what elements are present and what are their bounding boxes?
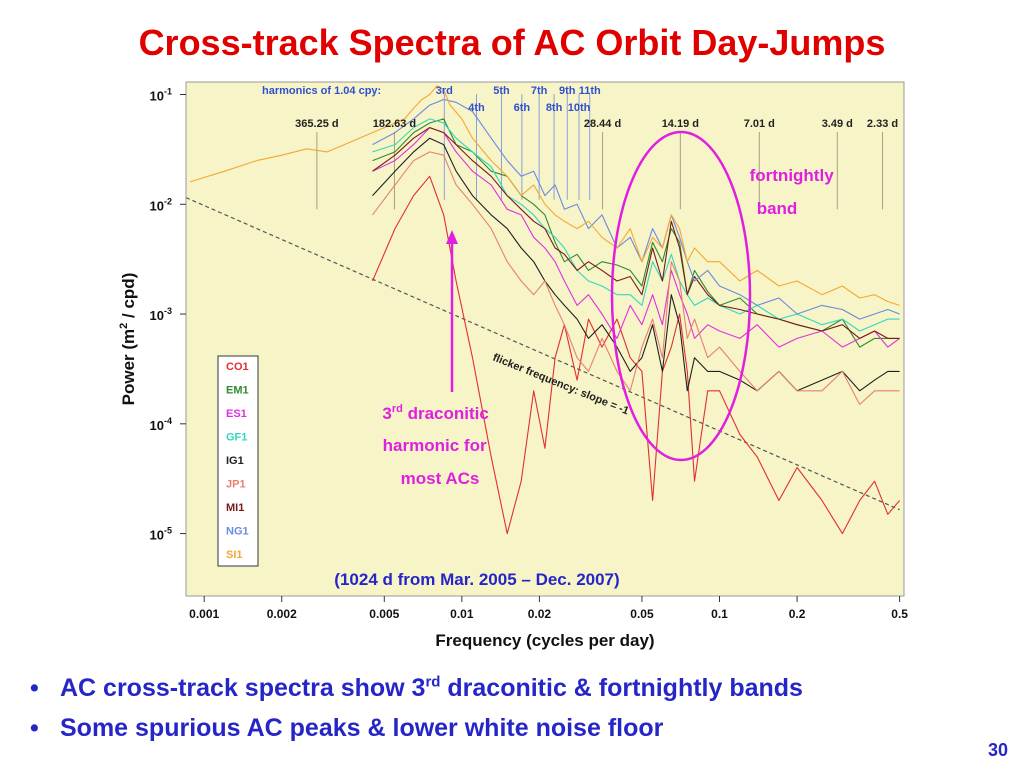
draconitic-line-1-pre: 3 (382, 404, 391, 423)
plot-background (186, 82, 904, 596)
x-tick-label: 0.05 (630, 607, 654, 621)
legend-entry: GF1 (226, 432, 247, 444)
harmonic-label: 10th (568, 102, 591, 114)
flicker-line (186, 197, 900, 511)
series-line-gf1 (372, 118, 900, 332)
x-axis-label: Frequency (cycles per day) (435, 631, 654, 650)
flicker-line-layer (186, 197, 900, 511)
page-number: 30 (987, 740, 1008, 760)
fortnightly-line-2: band (757, 199, 798, 218)
period-labels: 365.25 d 182.63 d 28.44 d 14.19 d 7.01 d 3.49… (295, 118, 898, 130)
y-axis-label-sup: 2 (118, 323, 130, 329)
y-tick-label: 10-1 (150, 87, 172, 104)
harmonic-label: 5th (493, 85, 510, 97)
x-tick-label: 0.001 (189, 607, 219, 621)
series-line-mi1 (372, 127, 900, 339)
x-tick-label: 0.1 (711, 607, 728, 621)
fortnightly-label: fortnightly band (750, 166, 839, 218)
series-layer (189, 85, 901, 535)
bullet-dot: • (30, 674, 39, 702)
period-label: 182.63 d (373, 118, 416, 130)
legend-entry: EM1 (226, 385, 249, 397)
legend-entry: IG1 (226, 455, 244, 467)
harmonic-label: 7th (531, 85, 548, 97)
legend-entry: CO1 (226, 361, 249, 373)
legend-box (217, 355, 259, 567)
harmonic-label: 3rd (436, 85, 453, 97)
bullet-text-pre: AC cross-track spectra show 3 (60, 674, 426, 702)
y-axis-label-post: / cpd) (119, 273, 138, 323)
x-axis-ticks: 0.001 0.002 0.005 0.01 0.02 0.05 0.1 0.2 0.5 (189, 596, 908, 621)
y-axis-label-pre: Power (m (119, 329, 138, 406)
legend-items: CO1 EM1 ES1 GF1 IG1 JP1 MI1 NG1 SI1 (226, 361, 249, 561)
harmonic-label: 8th (546, 102, 563, 114)
bullet-dot: • (30, 714, 39, 742)
harmonic-label: 11th (579, 85, 601, 97)
bullet-item: • AC cross-track spectra show 3rd draconi… (30, 668, 990, 708)
period-label: 28.44 d (584, 118, 621, 130)
x-tick-label: 0.005 (369, 607, 399, 621)
harmonic-label: 4th (468, 102, 485, 114)
series-line-es1 (372, 127, 900, 348)
draconitic-label: 3rd draconitic harmonic for most ACs (382, 403, 493, 488)
legend-entry: ES1 (226, 408, 247, 420)
bullet-text-sup: rd (425, 673, 441, 691)
data-period-note: (1024 d from Mar. 2005 – Dec. 2007) (334, 570, 619, 589)
fortnightly-ellipse (610, 130, 752, 462)
draconitic-line-2: harmonic for (383, 436, 487, 455)
period-label: 7.01 d (744, 118, 775, 130)
power-spectrum-chart: 0.001 0.002 0.005 0.01 0.02 0.05 0.1 0.2 0.5 10-… (118, 81, 908, 650)
draconitic-line-1: 3rd draconitic (382, 403, 488, 423)
series-line-ng1 (372, 98, 900, 320)
y-tick-label: 10-4 (150, 416, 172, 433)
y-axis-label: Power (m2 / cpd) (118, 273, 138, 406)
period-label: 365.25 d (295, 118, 338, 130)
bullet-text-post: draconitic & fortnightly bands (440, 674, 803, 702)
plot-frame (185, 81, 905, 597)
x-tick-label: 0.02 (528, 607, 552, 621)
draconitic-arrow-head (446, 230, 458, 244)
draconitic-line-1-post: draconitic (403, 404, 489, 423)
legend: CO1 EM1 ES1 GF1 IG1 JP1 MI1 NG1 SI1 (217, 355, 259, 567)
fortnightly-line-1: fortnightly (750, 166, 835, 185)
series-line-jp1 (372, 151, 900, 406)
slide-title: Cross-track Spectra of AC Orbit Day-Jump… (138, 22, 886, 63)
legend-entry: MI1 (226, 502, 244, 514)
x-tick-label: 0.01 (450, 607, 474, 621)
y-tick-label: 10-5 (150, 526, 172, 543)
bullet-text-pre: Some spurious AC peaks & lower white noi… (60, 714, 664, 742)
draconitic-line-3: most ACs (401, 469, 480, 488)
legend-entry: NG1 (226, 526, 249, 538)
y-tick-label: 10-2 (150, 196, 172, 213)
x-tick-label: 0.002 (267, 607, 297, 621)
x-tick-label: 0.2 (789, 607, 806, 621)
harmonic-label: 9th (559, 85, 576, 97)
harmonic-label: 6th (514, 102, 531, 114)
bullet-item: • Some spurious AC peaks & lower white no… (30, 708, 990, 748)
series-line-si1 (189, 85, 900, 306)
legend-entry: JP1 (226, 479, 246, 491)
x-tick-label: 0.5 (891, 607, 908, 621)
y-tick-label: 10-3 (150, 306, 172, 323)
draconitic-line-1-sup: rd (392, 403, 403, 415)
x-axis-label-text: Frequency (cycles per day) (435, 631, 654, 650)
bullet-list: • AC cross-track spectra show 3rd draconi… (30, 668, 990, 748)
period-label: 3.49 d (822, 118, 853, 130)
harmonic-lines (443, 94, 591, 200)
period-label: 2.33 d (867, 118, 898, 130)
legend-entry: SI1 (226, 549, 243, 561)
harmonics-label: harmonics of 1.04 cpy: (262, 85, 381, 97)
y-axis-ticks: 10-1 10-2 10-3 10-4 10-5 (150, 87, 186, 543)
period-label: 14.19 d (662, 118, 699, 130)
